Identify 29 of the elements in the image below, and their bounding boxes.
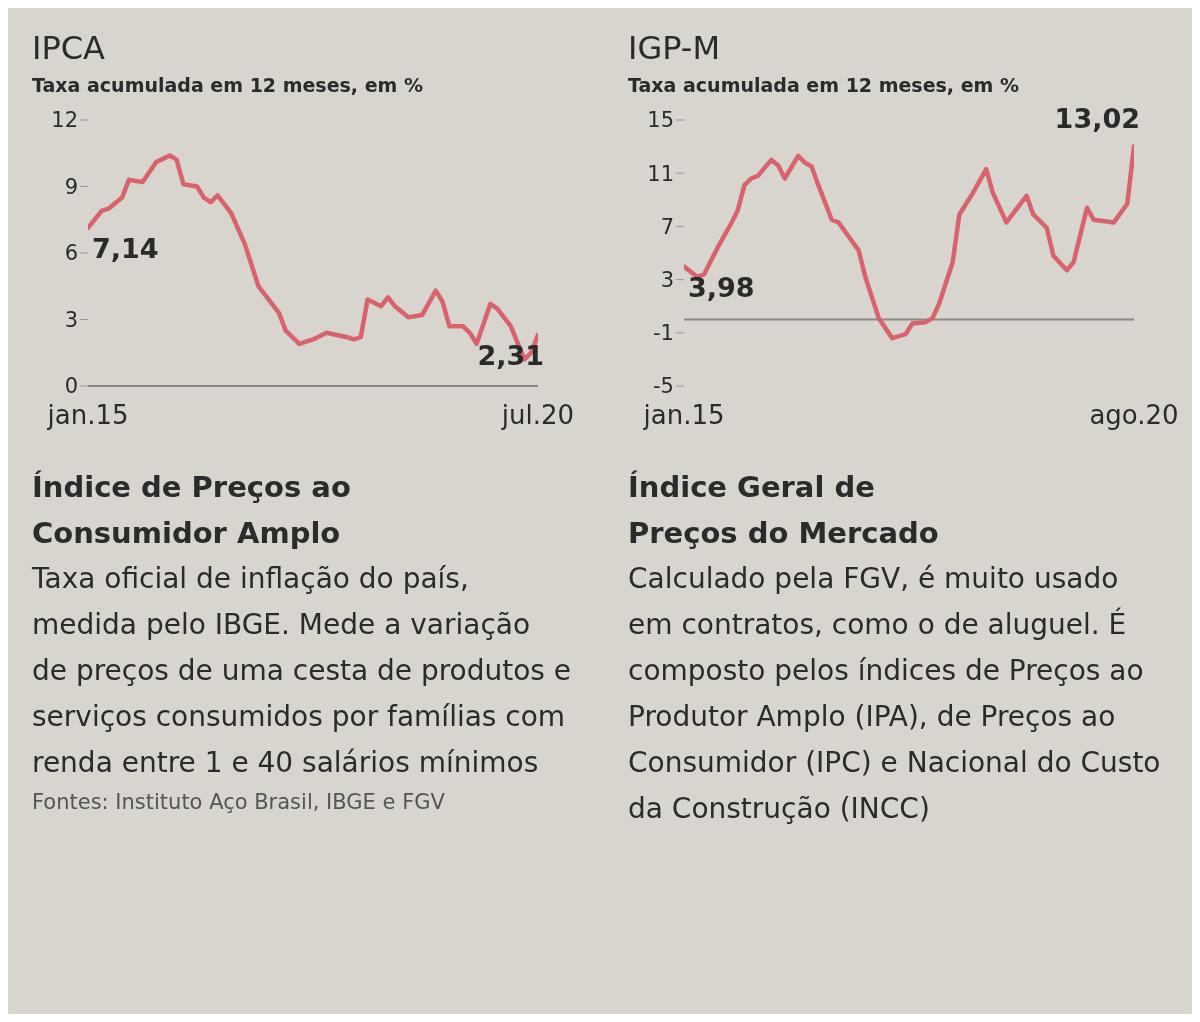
x-tick-label: jul.20 bbox=[500, 400, 575, 431]
y-tick-label: 15 bbox=[647, 108, 674, 133]
y-tick-label: 0 bbox=[64, 374, 78, 399]
y-tick-label: 6 bbox=[64, 241, 78, 266]
x-tick-label: ago.20 bbox=[1089, 400, 1179, 431]
line-series bbox=[684, 144, 1134, 341]
y-tick-label: 9 bbox=[64, 174, 78, 199]
data-label: 2,31 bbox=[477, 339, 544, 371]
y-tick-label: -1 bbox=[653, 321, 674, 346]
y-tick-label: 3 bbox=[660, 268, 674, 293]
text: Índice Geral de Preços do Mercado bbox=[628, 469, 940, 552]
y-tick-label: 3 bbox=[64, 307, 78, 332]
chart-title: IPCA bbox=[32, 28, 106, 68]
y-tick-label: 12 bbox=[51, 108, 78, 133]
x-tick-label: jan.15 bbox=[46, 400, 129, 431]
data-label: 13,02 bbox=[1054, 103, 1140, 135]
data-label: 7,14 bbox=[92, 232, 159, 264]
y-tick-label: -5 bbox=[653, 374, 674, 399]
x-tick-label: jan.15 bbox=[642, 400, 725, 431]
chart-subtitle: Taxa acumulada em 12 meses, em % bbox=[628, 74, 1021, 96]
chart-title: IGP-M bbox=[628, 28, 721, 68]
chart-subtitle: Taxa acumulada em 12 meses, em % bbox=[32, 74, 425, 96]
y-tick-label: 7 bbox=[660, 214, 674, 239]
y-tick-label: 11 bbox=[647, 161, 674, 186]
text: Taxa oficial de inflação do país, medida pelo IBGE. Mede a variação de preços de uma cesta de produtos e serviços consumidos por famílias com renda entre 1 e 40 salários mínimos bbox=[32, 561, 572, 781]
text: Fontes: Instituto Aço Brasil, IBGE e FGV bbox=[32, 790, 446, 814]
text: Índice de Preços ao Consumidor Amplo bbox=[32, 469, 352, 552]
text: Calculado pela FGV, é muito usado em contratos, como o de aluguel. É composto pelos índices de Preços ao Produtor Amplo (IPA), de Preços ao Consumidor (IPC) e Nacional do Custo da Construção (INCC) bbox=[628, 561, 1162, 827]
data-label: 3,98 bbox=[688, 271, 755, 303]
